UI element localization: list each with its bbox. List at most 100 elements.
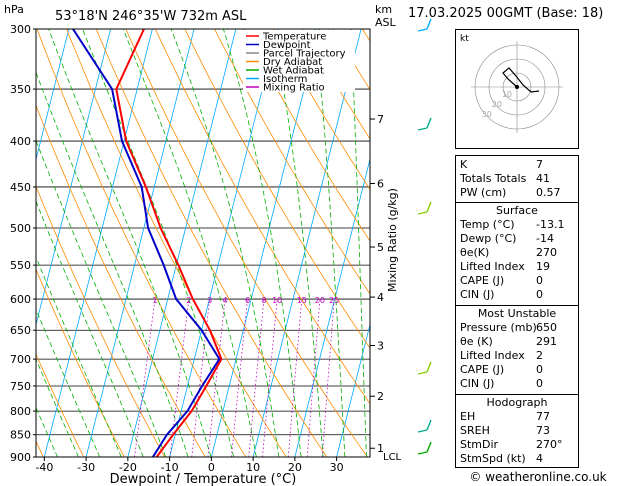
mixing-ratio-line	[306, 298, 321, 457]
mixing-ratio-label: 15	[297, 296, 307, 305]
dry-adiabat-line	[36, 104, 206, 457]
temperature-tick-label: -20	[119, 461, 137, 474]
hodograph-ring-label: 30	[482, 110, 492, 119]
dry-adiabat-line	[36, 185, 166, 457]
temperature-tick-label: -40	[35, 461, 53, 474]
wet-adiabat-line	[36, 200, 144, 457]
temperature-tick-label: -10	[161, 461, 179, 474]
dry-adiabat-line	[243, 29, 370, 242]
isotherm-line	[294, 157, 370, 457]
hodograph-row: SREH 73	[460, 424, 550, 437]
hpa-axis-label: hPa	[4, 3, 24, 16]
pressure-tick-label: 800	[10, 405, 31, 418]
wet-adiabat-line	[36, 256, 122, 457]
wet-adiabat-line	[170, 29, 280, 457]
surface-row: Lifted Index 19	[460, 260, 550, 273]
hodograph-unit-label: kt	[460, 34, 469, 44]
unstable-row: Lifted Index 2	[460, 349, 543, 362]
temperature-tick-label: 10	[246, 461, 260, 474]
mixing-ratio-label: 4	[223, 296, 228, 305]
series-line-temperature	[115, 29, 223, 457]
hodograph-ring-label: 10	[502, 90, 512, 99]
legend-label: Isotherm	[263, 74, 307, 85]
wet-adiabat-line	[36, 406, 58, 457]
asl-axis-label: ASL	[375, 16, 397, 29]
temperature-tick-label: 30	[330, 461, 344, 474]
isotherm-line	[36, 29, 70, 161]
mixing-ratio-line	[321, 298, 335, 457]
wet-adiabat-line	[36, 139, 166, 457]
mixing-ratio-label: 1	[152, 296, 157, 305]
wet-adiabat-line	[350, 29, 367, 457]
pressure-tick-label: 850	[10, 429, 31, 442]
pressure-tick-label: 700	[10, 353, 31, 366]
date-title: 17.03.2025 00GMT (Base: 18)	[408, 6, 604, 21]
index-row-totals: Totals Totals 41	[460, 172, 550, 185]
legend-label: Wet Adiabat	[263, 66, 324, 77]
background-lines: 1 2 3 4 6 8 10 15 20 25	[36, 29, 370, 457]
surface-row: CIN (J) 0	[460, 288, 543, 301]
location-title: 53°18'N 246°35'W 732m ASL	[55, 9, 247, 24]
wind-barb	[417, 441, 432, 455]
surface-row: Dewp (°C) -14	[460, 232, 554, 245]
unstable-row: θe (K) 291	[460, 335, 557, 348]
dry-adiabat-line	[214, 29, 370, 295]
mixing-ratio-label: 25	[329, 296, 339, 305]
unstable-row: CAPE (J) 0	[460, 363, 543, 376]
isotherm-line	[336, 323, 370, 457]
mixing-ratio-label: 6	[245, 296, 250, 305]
profile-lines	[72, 29, 223, 457]
isotherm-line	[36, 29, 111, 327]
mixing-ratio-axis-label: Mixing Ratio (g/kg)	[386, 188, 399, 292]
mixing-ratio-label: 10	[272, 296, 282, 305]
km-tick-label: 7	[377, 113, 384, 126]
km-tick-label: 3	[377, 340, 384, 353]
unstable-title: Most Unstable	[477, 307, 557, 320]
mixing-ratio-line	[287, 298, 303, 457]
pressure-tick-label: 500	[10, 222, 31, 235]
hodograph-panel: kt 10 20 30	[455, 29, 579, 149]
wind-barb	[417, 117, 432, 131]
isotherm-line	[43, 29, 153, 457]
mixing-ratio-label: 8	[262, 296, 267, 305]
isotherm-line	[127, 29, 237, 457]
wind-barb	[417, 201, 432, 215]
plot-frame	[35, 28, 371, 458]
dry-adiabat-line	[36, 268, 125, 457]
lcl-label: LCL	[383, 452, 402, 463]
km-tick-label: 2	[377, 390, 384, 403]
index-row-pw: PW (cm) 0.57	[460, 186, 561, 199]
series-line-dewpoint	[72, 29, 221, 457]
copyright-footer: © weatheronline.co.uk	[469, 470, 607, 484]
mixing-ratio-label: 3	[207, 296, 212, 305]
storm-motion-marker	[515, 85, 519, 89]
wet-adiabat-line	[82, 29, 235, 457]
dry-adiabat-line	[95, 29, 328, 457]
legend-label: Temperature	[262, 32, 326, 43]
dry-adiabat-line	[66, 29, 287, 457]
legend-label: Mixing Ratio	[263, 83, 325, 94]
wet-adiabat-line	[36, 308, 101, 457]
km-tick-label: 5	[377, 241, 384, 254]
mixing-ratio-line	[169, 298, 190, 457]
temperature-tick-label: -30	[77, 461, 95, 474]
dry-adiabat-line	[125, 29, 368, 457]
isotherm-line	[169, 29, 278, 457]
km-tick-label: 4	[377, 291, 384, 304]
hodograph-table-title: Hodograph	[486, 396, 548, 409]
temperature-tick-label: 20	[288, 461, 302, 474]
mixing-ratio-label: 20	[315, 296, 325, 305]
hodograph-row: StmDir 270°	[460, 438, 563, 451]
temperature-tick-label: 0	[208, 461, 215, 474]
pressure-tick-label: 450	[10, 181, 31, 194]
wind-barbs	[417, 18, 432, 455]
wet-adiabat-line	[36, 358, 79, 457]
isotherm-line	[210, 29, 320, 457]
wet-adiabat-line	[36, 71, 189, 457]
surface-row: θe(K) 270	[460, 246, 557, 259]
axes: 300350400450500550600650700750800850900-…	[10, 23, 402, 474]
